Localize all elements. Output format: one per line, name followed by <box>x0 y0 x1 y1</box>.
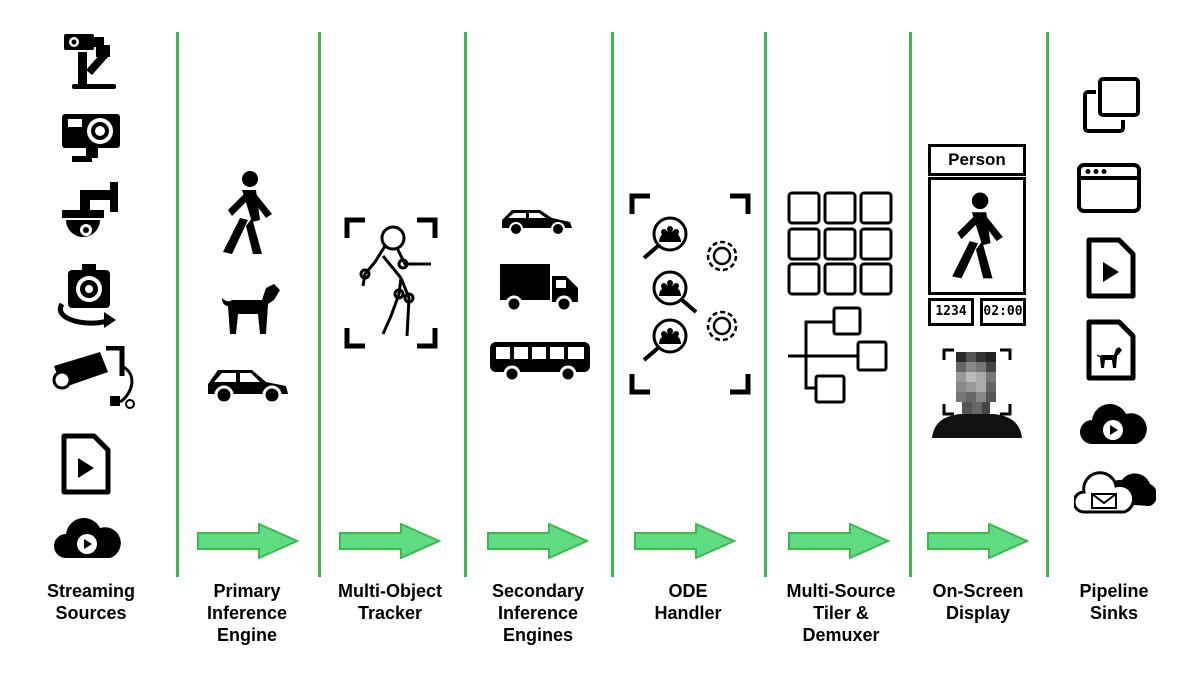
stage-label-secondary-inference: Secondary Inference Engines <box>491 581 585 645</box>
stage-label-streaming-sources: Streaming Sources <box>46 581 136 623</box>
stage-divider <box>318 32 321 577</box>
car-icon <box>502 210 572 236</box>
stage-label-tracker: Multi-Object Tracker <box>338 581 442 623</box>
tracked-figure-icon <box>344 217 438 349</box>
ptz-camera-icon <box>64 34 116 89</box>
cloud-message-sink-icon <box>1074 471 1156 514</box>
stage-divider <box>176 32 179 577</box>
cloud-video-sink-icon <box>1080 404 1147 444</box>
walking-person-icon <box>952 192 1003 279</box>
360-camera-icon <box>57 264 116 328</box>
action-camera-icon <box>62 114 120 162</box>
osd-timestamp: 02:00 <box>980 298 1026 326</box>
flow-arrow-icon <box>927 523 1029 559</box>
truck-icon <box>500 264 578 313</box>
walking-person-icon <box>223 171 272 254</box>
stage-label-pipeline-sinks: Pipeline Sinks <box>1079 581 1149 623</box>
stage-divider <box>611 32 614 577</box>
blurred-face-icon <box>932 348 1022 438</box>
cloud-stream-icon <box>54 518 121 558</box>
dome-camera-icon <box>62 182 118 237</box>
flow-arrow-icon <box>339 523 441 559</box>
stage-divider <box>764 32 767 577</box>
stage-divider <box>1046 32 1049 577</box>
flow-arrow-icon <box>788 523 890 559</box>
stage-divider <box>909 32 912 577</box>
flow-arrow-icon <box>197 523 299 559</box>
window-sink-icon <box>1077 163 1141 213</box>
video-file-icon <box>61 433 111 495</box>
flow-arrow-icon <box>487 523 589 559</box>
stage-label-on-screen-display: On-Screen Display <box>932 581 1024 623</box>
bullet-camera-icon <box>52 346 135 409</box>
demux-tree-icon <box>788 306 888 404</box>
video-file-sink-icon <box>1086 237 1136 299</box>
image-file-sink-icon <box>1086 319 1136 381</box>
osd-class-label: Person <box>928 144 1026 176</box>
stage-label-ode-handler: ODE Handler <box>654 581 722 623</box>
stage-label-tiler-demuxer: Multi-Source Tiler & Demuxer <box>786 581 896 645</box>
window-overlay-icon <box>1083 77 1140 133</box>
osd-object-id: 1234 <box>928 298 974 326</box>
tile-grid-icon <box>787 191 893 296</box>
dog-icon <box>222 284 280 334</box>
stage-label-primary-inference: Primary Inference Engine <box>206 581 288 645</box>
flow-arrow-icon <box>634 523 736 559</box>
ode-trigger-action-icon <box>629 193 751 395</box>
car-icon <box>208 370 288 405</box>
stage-divider <box>464 32 467 577</box>
osd-person-frame <box>928 177 1026 295</box>
bus-icon <box>490 342 590 383</box>
